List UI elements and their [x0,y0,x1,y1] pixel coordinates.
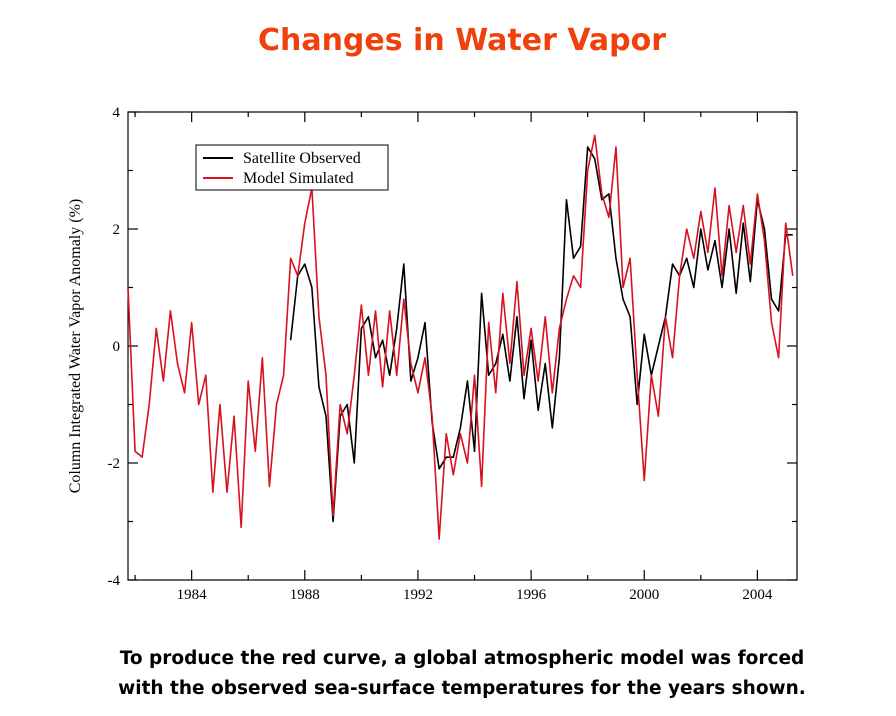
caption-line: with the observed sea-surface temperatur… [118,678,806,699]
y-tick-label: 2 [113,222,121,238]
y-tick-label: -2 [108,456,121,472]
x-tick-label: 2004 [742,587,773,603]
chart-title: Changes in Water Vapor [258,23,666,58]
series-line [127,134,794,540]
x-tick-label: 1984 [177,587,208,603]
x-tick-label: 2000 [629,587,659,603]
legend-box [195,144,389,191]
caption-line: To produce the red curve, a global atmos… [120,648,805,669]
y-axis-label: Column Integrated Water Vapor Anomaly (%… [67,199,84,494]
plot-area: 1984 1988 1992 1996 2000 2004 -4 -2 0 2 4 Satellite… [108,105,798,603]
legend-label: Satellite Observed [243,150,361,167]
x-tick-label: 1988 [290,587,320,603]
x-tick-label: 1996 [516,587,547,603]
y-tick-label: -4 [108,573,121,589]
legend-label: Model Simulated [243,170,354,187]
y-tick-label: 0 [113,339,121,355]
series-line [289,146,793,523]
y-tick-label: 4 [113,105,121,121]
x-tick-label: 1992 [403,587,433,603]
